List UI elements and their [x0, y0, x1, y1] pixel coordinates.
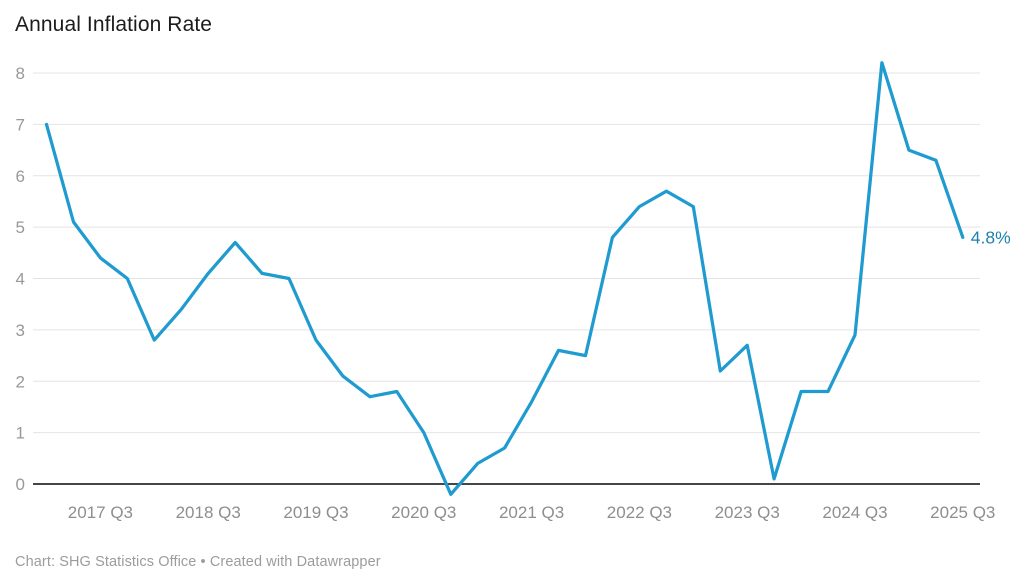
y-axis-tick-label: 1: [16, 424, 25, 443]
y-axis-tick-label: 8: [16, 64, 25, 83]
x-axis-tick-label: 2022 Q3: [607, 503, 672, 522]
x-axis-tick-label: 2019 Q3: [283, 503, 348, 522]
y-axis-tick-label: 6: [16, 167, 25, 186]
x-axis-tick-label: 2024 Q3: [822, 503, 887, 522]
latest-value-label: 4.8%: [971, 227, 1011, 247]
y-axis-tick-label: 7: [16, 115, 25, 134]
y-axis-tick-label: 0: [16, 475, 25, 494]
inflation-rate-line: [44, 61, 965, 496]
x-axis-tick-label: 2021 Q3: [499, 503, 564, 522]
x-axis-tick-label: 2023 Q3: [715, 503, 780, 522]
chart-source-footer: Chart: SHG Statistics Office • Created w…: [15, 554, 381, 570]
chart-title: Annual Inflation Rate: [15, 13, 213, 36]
y-axis-tick-label: 2: [16, 372, 25, 391]
x-axis-tick-label: 2020 Q3: [391, 503, 456, 522]
y-axis-tick-label: 4: [16, 270, 25, 289]
x-axis-tick-label: 2025 Q3: [930, 503, 995, 522]
x-axis-tick-label: 2017 Q3: [68, 503, 133, 522]
y-axis-tick-label: 3: [16, 321, 25, 340]
y-axis-tick-label: 5: [16, 218, 25, 237]
x-axis-tick-label: 2018 Q3: [176, 503, 241, 522]
